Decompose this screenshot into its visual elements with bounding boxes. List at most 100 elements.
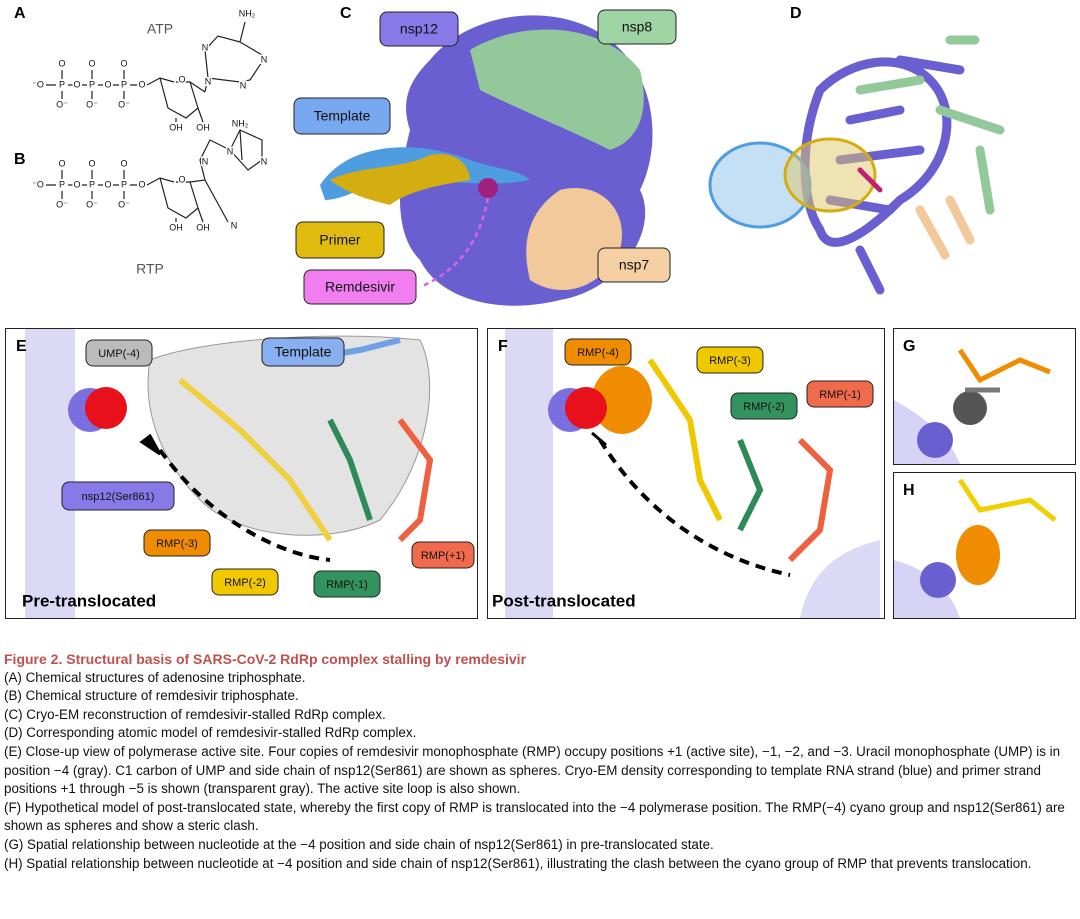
atom-label: O (120, 158, 127, 168)
atom-label: O (178, 174, 185, 184)
molecule-name: RTP (136, 261, 164, 277)
label-box (597, 9, 677, 45)
atom-label: O⁻ (56, 199, 68, 209)
atom-label: O⁻ (56, 99, 68, 109)
atom-label: OH (169, 222, 183, 232)
atom-label: O (138, 179, 145, 189)
label-box (313, 570, 381, 598)
label-box (211, 568, 279, 596)
label-box (295, 221, 385, 259)
label-text: nsp7 (619, 257, 650, 273)
atom-label: NH₂ (232, 118, 249, 128)
panel-e-art (25, 329, 434, 618)
atom-label: N (231, 220, 238, 230)
caption-item: (D) Corresponding atomic model of remdes… (4, 725, 417, 741)
atom-label: OH (196, 222, 210, 232)
atom-label: O (88, 158, 95, 168)
label-text: Template (314, 108, 371, 124)
atom-label: N (227, 146, 234, 156)
atom-label: P (121, 179, 127, 189)
label-text: nsp8 (622, 19, 653, 35)
atom-label: O⁻ (118, 199, 130, 209)
label-box (597, 247, 671, 283)
label-text: nsp12 (400, 21, 438, 37)
caption-item: (G) Spatial relationship between nucleot… (4, 836, 714, 852)
atom-label: N (205, 76, 212, 86)
label-text: nsp12(Ser861) (82, 491, 155, 503)
label-text: RMP(-4) (577, 347, 619, 359)
label-text: RMP(-3) (709, 355, 751, 367)
atom-label: N (202, 156, 209, 166)
caption-item: (B) Chemical structure of remdesivir tri… (4, 688, 299, 704)
atom-label: O⁻ (86, 99, 98, 109)
panel-letter: A (14, 5, 26, 22)
atom-label: P (89, 79, 95, 89)
label-text: Remdesivir (325, 279, 395, 295)
caption-item: (C) Cryo-EM reconstruction of remdesivir… (4, 706, 386, 722)
atom-label: N (202, 42, 209, 52)
atom-label: O (104, 179, 111, 189)
label-box (85, 339, 153, 367)
label-text: RMP(-1) (819, 389, 861, 401)
panel-f-art (505, 329, 880, 618)
label-box (303, 269, 417, 305)
atom-label: NH₂ (239, 8, 256, 18)
caption-item: (F) Hypothetical model of post-transloca… (4, 799, 1065, 834)
label-text: RMP(-2) (743, 401, 785, 413)
label-text: Primer (319, 232, 361, 248)
panel-letter: F (498, 338, 508, 355)
label-text: RMP(+1) (421, 550, 465, 562)
label-box (293, 97, 391, 135)
label-box (379, 11, 459, 47)
panel-letter: H (903, 482, 915, 499)
label-text: RMP(-1) (326, 579, 368, 591)
label-text: RMP(-2) (224, 577, 266, 589)
panel-letter: G (903, 338, 915, 355)
label-box (143, 529, 211, 557)
caption-item: (H) Spatial relationship between nucleot… (4, 855, 1032, 871)
atom-label: O (58, 158, 65, 168)
atom-label: O⁻ (118, 99, 130, 109)
panel-letter: B (14, 151, 26, 168)
panel-h-art (894, 478, 1057, 618)
atom-label: P (89, 179, 95, 189)
atom-label: ⁻O (32, 179, 44, 189)
atom-label: O⁻ (86, 199, 98, 209)
label-box (564, 338, 632, 366)
atom-label: OH (196, 122, 210, 132)
label-box (61, 481, 175, 511)
atom-label: OH (169, 122, 183, 132)
label-box (261, 337, 345, 367)
atom-label: O (178, 74, 185, 84)
label-text: UMP(-4) (98, 348, 140, 360)
atom-label: O (120, 58, 127, 68)
state-label: Post-translocated (492, 591, 636, 610)
atom-label: N (261, 54, 268, 64)
chemical-bonds (46, 21, 263, 223)
atom-label: N (240, 80, 247, 90)
caption: Figure 2. Structural basis of SARS-CoV-2… (4, 650, 1076, 873)
atom-label: P (59, 79, 65, 89)
atom-label: O (73, 79, 80, 89)
atom-label: P (59, 179, 65, 189)
atom-label: O (104, 79, 111, 89)
atom-label: O (88, 58, 95, 68)
panel-g-art (894, 348, 1051, 464)
panel-letter: C (340, 5, 352, 22)
label-box (730, 392, 798, 420)
caption-item: (A) Chemical structures of adenosine tri… (4, 669, 306, 685)
caption-title: Figure 2. Structural basis of SARS-CoV-2… (4, 651, 527, 667)
atomic-model (708, 35, 1005, 295)
panel-frames (5, 328, 1076, 619)
label-text: RMP(-3) (156, 538, 198, 550)
atom-label: O (138, 79, 145, 89)
remdesivir-density (478, 178, 498, 198)
caption-items: (A) Chemical structures of adenosine tri… (4, 669, 1076, 874)
atom-label: O (58, 58, 65, 68)
atom-label: O (73, 179, 80, 189)
caption-item: (E) Close-up view of polymerase active s… (4, 743, 1061, 797)
label-text: Template (275, 344, 332, 360)
state-label: Pre-translocated (22, 591, 156, 610)
